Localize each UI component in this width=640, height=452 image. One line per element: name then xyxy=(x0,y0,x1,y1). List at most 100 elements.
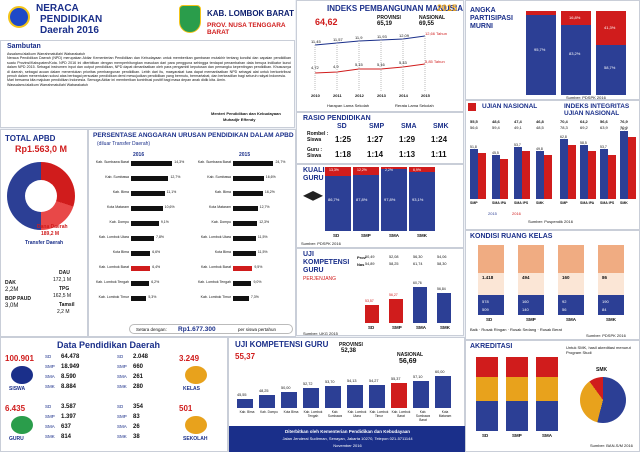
kualifikasi-title: GURU xyxy=(303,175,324,182)
un-title: UJIAN NASIONAL xyxy=(482,103,538,110)
kondisi-legend-item: Rusak Berat xyxy=(539,327,562,332)
un-top-b: 59,4 xyxy=(492,125,500,130)
akreditasi-segment-b xyxy=(536,377,558,401)
anggaran-value-2016: 6,2% xyxy=(151,280,160,284)
un-int-top-a: 70,4 xyxy=(560,119,568,124)
sekolah-level: SMK xyxy=(117,434,127,439)
anggaran-bar-2016 xyxy=(131,191,165,196)
un-int-bar-2016 xyxy=(568,145,576,199)
siswa-level: SMP xyxy=(45,364,55,369)
ukg-nas-value: 58,30 xyxy=(437,262,447,266)
rasio-col-header: SMA xyxy=(401,123,417,130)
ukg-bar xyxy=(437,293,451,323)
ukg-bar-value: 53,57 xyxy=(365,299,374,303)
ukgd-bar xyxy=(237,399,253,408)
anggaran-label-2015: Kab. Sumbawa Barat xyxy=(197,160,231,164)
address-line: Jalan Jenderal Sudirman, Senayan, Jakart… xyxy=(282,436,413,441)
sambutan-signature-title: Menteri Pendidikan dan Kebudayaan xyxy=(211,111,281,116)
header-region: KAB. LOMBOK BARAT PROV. NUSA TENGGARA BA… xyxy=(175,0,295,40)
date-line: November 2016 xyxy=(333,443,362,448)
kualifikasi-red-value: 2,2% xyxy=(385,168,393,172)
region-name: KAB. LOMBOK BARAT xyxy=(207,9,294,18)
un-int-top-b: 78,3 xyxy=(560,125,568,130)
guru-value: 1.397 xyxy=(61,414,77,420)
anggaran-label-2015: Kab. Lombok Barat xyxy=(201,265,231,269)
anggaran-label-2015: Kab. Lombok Utara xyxy=(200,235,231,239)
anggaran-title: PERSENTASE ANGGARAN URUSAN PENDIDIKAN DA… xyxy=(93,132,294,139)
kondisi-bar-bottom xyxy=(598,295,624,315)
kelas-total: 3.249 xyxy=(179,354,200,363)
anggaran-bar-2016 xyxy=(131,176,169,181)
rasio-guru-label: Guru : Siswa xyxy=(307,147,322,159)
anggaran-footer-unit: per siswa pertahun xyxy=(238,327,277,332)
region-emblem-icon xyxy=(179,5,201,33)
ukgd-value: 54,27 xyxy=(369,379,379,384)
kondisi-cat: SMP xyxy=(526,317,536,322)
un-logo xyxy=(468,103,476,111)
anggaran-bar-2015 xyxy=(233,206,258,211)
ukg-source: Sumber: UKG 2015 xyxy=(303,331,338,336)
anggaran-label-2016: Kab. Lombok Timur xyxy=(98,295,129,299)
anggaran-value-2015: 16,2% xyxy=(264,190,275,194)
kondisi-cat: SMA xyxy=(566,317,576,322)
kondisi-legend-item: Rusak Ringan xyxy=(481,327,507,332)
ukg-daerah-chart: 45,55 Kab. Bima 48,25 Kab. Dompu 50,00 Kota B… xyxy=(233,366,463,422)
anggaran-bar-2015 xyxy=(233,296,249,301)
ukg-subtitle: PERJENJANG xyxy=(303,276,337,282)
ukgd-bar xyxy=(391,383,407,408)
ukg-daerah-prov-label: PROVINSI xyxy=(339,342,363,348)
akreditasi-smk-pie xyxy=(580,377,626,423)
akreditasi-cat: SMP xyxy=(512,433,522,438)
ukgd-value: 48,25 xyxy=(259,388,269,393)
ukg-nas-value: 54,89 xyxy=(365,262,375,266)
apm-sma-value: 58,7% xyxy=(604,65,616,70)
anggaran-bar-2015 xyxy=(233,221,258,226)
ukg-cat: SMA xyxy=(416,325,426,330)
apm-sd-value: 95,7% xyxy=(534,47,546,52)
kondisi-heavy-value: 140 xyxy=(522,307,529,312)
un-int-bar-2015 xyxy=(580,145,588,199)
students-icon xyxy=(11,366,33,384)
anggaran-label-2015: Kab. Lombok Tengah xyxy=(197,280,231,284)
kondisi-bar-top xyxy=(558,245,584,273)
akreditasi-title: AKREDITASI xyxy=(470,343,513,350)
kondisi-bar-top xyxy=(478,245,504,273)
kondisi-cat: SMK xyxy=(606,317,616,322)
akreditasi-panel: AKREDITASI Untuk SMK, hasil akreditasi m… xyxy=(465,340,640,452)
anggaran-label-2016: Kab. Lombok Utara xyxy=(98,235,129,239)
ukg-bar-value: 56,27 xyxy=(389,293,398,297)
anggaran-value-2016: 9,1% xyxy=(160,220,169,224)
kelas-level: SMP xyxy=(117,364,127,369)
anggaran-bar-2016 xyxy=(131,266,151,271)
kondisi-heavy-value: 84 xyxy=(602,307,607,312)
rasio-rombel-label: Rombel : Siswa xyxy=(307,131,329,143)
ipm-top-2011: 11,57 xyxy=(333,37,343,42)
ukgd-bar xyxy=(369,385,385,408)
un-top-a: 55,5 xyxy=(470,119,478,124)
rasio-guru-value: 1:18 xyxy=(335,150,352,159)
siswa-level: SMK xyxy=(45,384,55,389)
rasio-guru-value: 1:11 xyxy=(431,150,447,159)
un-bar-2015 xyxy=(536,151,544,199)
un-top-b: 49,1 xyxy=(514,125,522,130)
ipm-bottom-2013: 5,16 xyxy=(377,62,385,67)
anggaran-year-2015: 2015 xyxy=(239,152,251,158)
kelas-value: 280 xyxy=(133,384,144,390)
apbd-donut-hole xyxy=(25,180,57,212)
akreditasi-segment-a xyxy=(536,357,558,377)
rasio-rombel-value: 1:29 xyxy=(399,135,416,144)
anggaran-bar-2015 xyxy=(233,191,263,196)
guru-label: GURU xyxy=(9,436,24,442)
ukg-daerah-nas-value: 56,69 xyxy=(399,358,417,365)
apm-col-sma: 41,3% 58,7% xyxy=(596,11,626,95)
guru-level: SMA xyxy=(45,424,55,429)
rasio-panel: RASIO PENDIDIKAN Rombel : Siswa Guru : S… xyxy=(296,112,464,164)
akreditasi-chart: SD SMP SMA SMK xyxy=(470,355,640,439)
sambutan-signature-name: Muhadjir Effendy xyxy=(223,117,256,122)
un-int-top-a: 76,9 xyxy=(620,119,628,124)
anggaran-bar-2016 xyxy=(131,161,173,166)
sambutan-closing: Wassalamu'alaikum Warrahmatullahi Wabara… xyxy=(7,82,88,87)
ukg-bar xyxy=(365,305,379,323)
ukg-nas-value: 58,25 xyxy=(389,262,399,266)
ipm-top-2010: 11,45 xyxy=(311,39,321,44)
